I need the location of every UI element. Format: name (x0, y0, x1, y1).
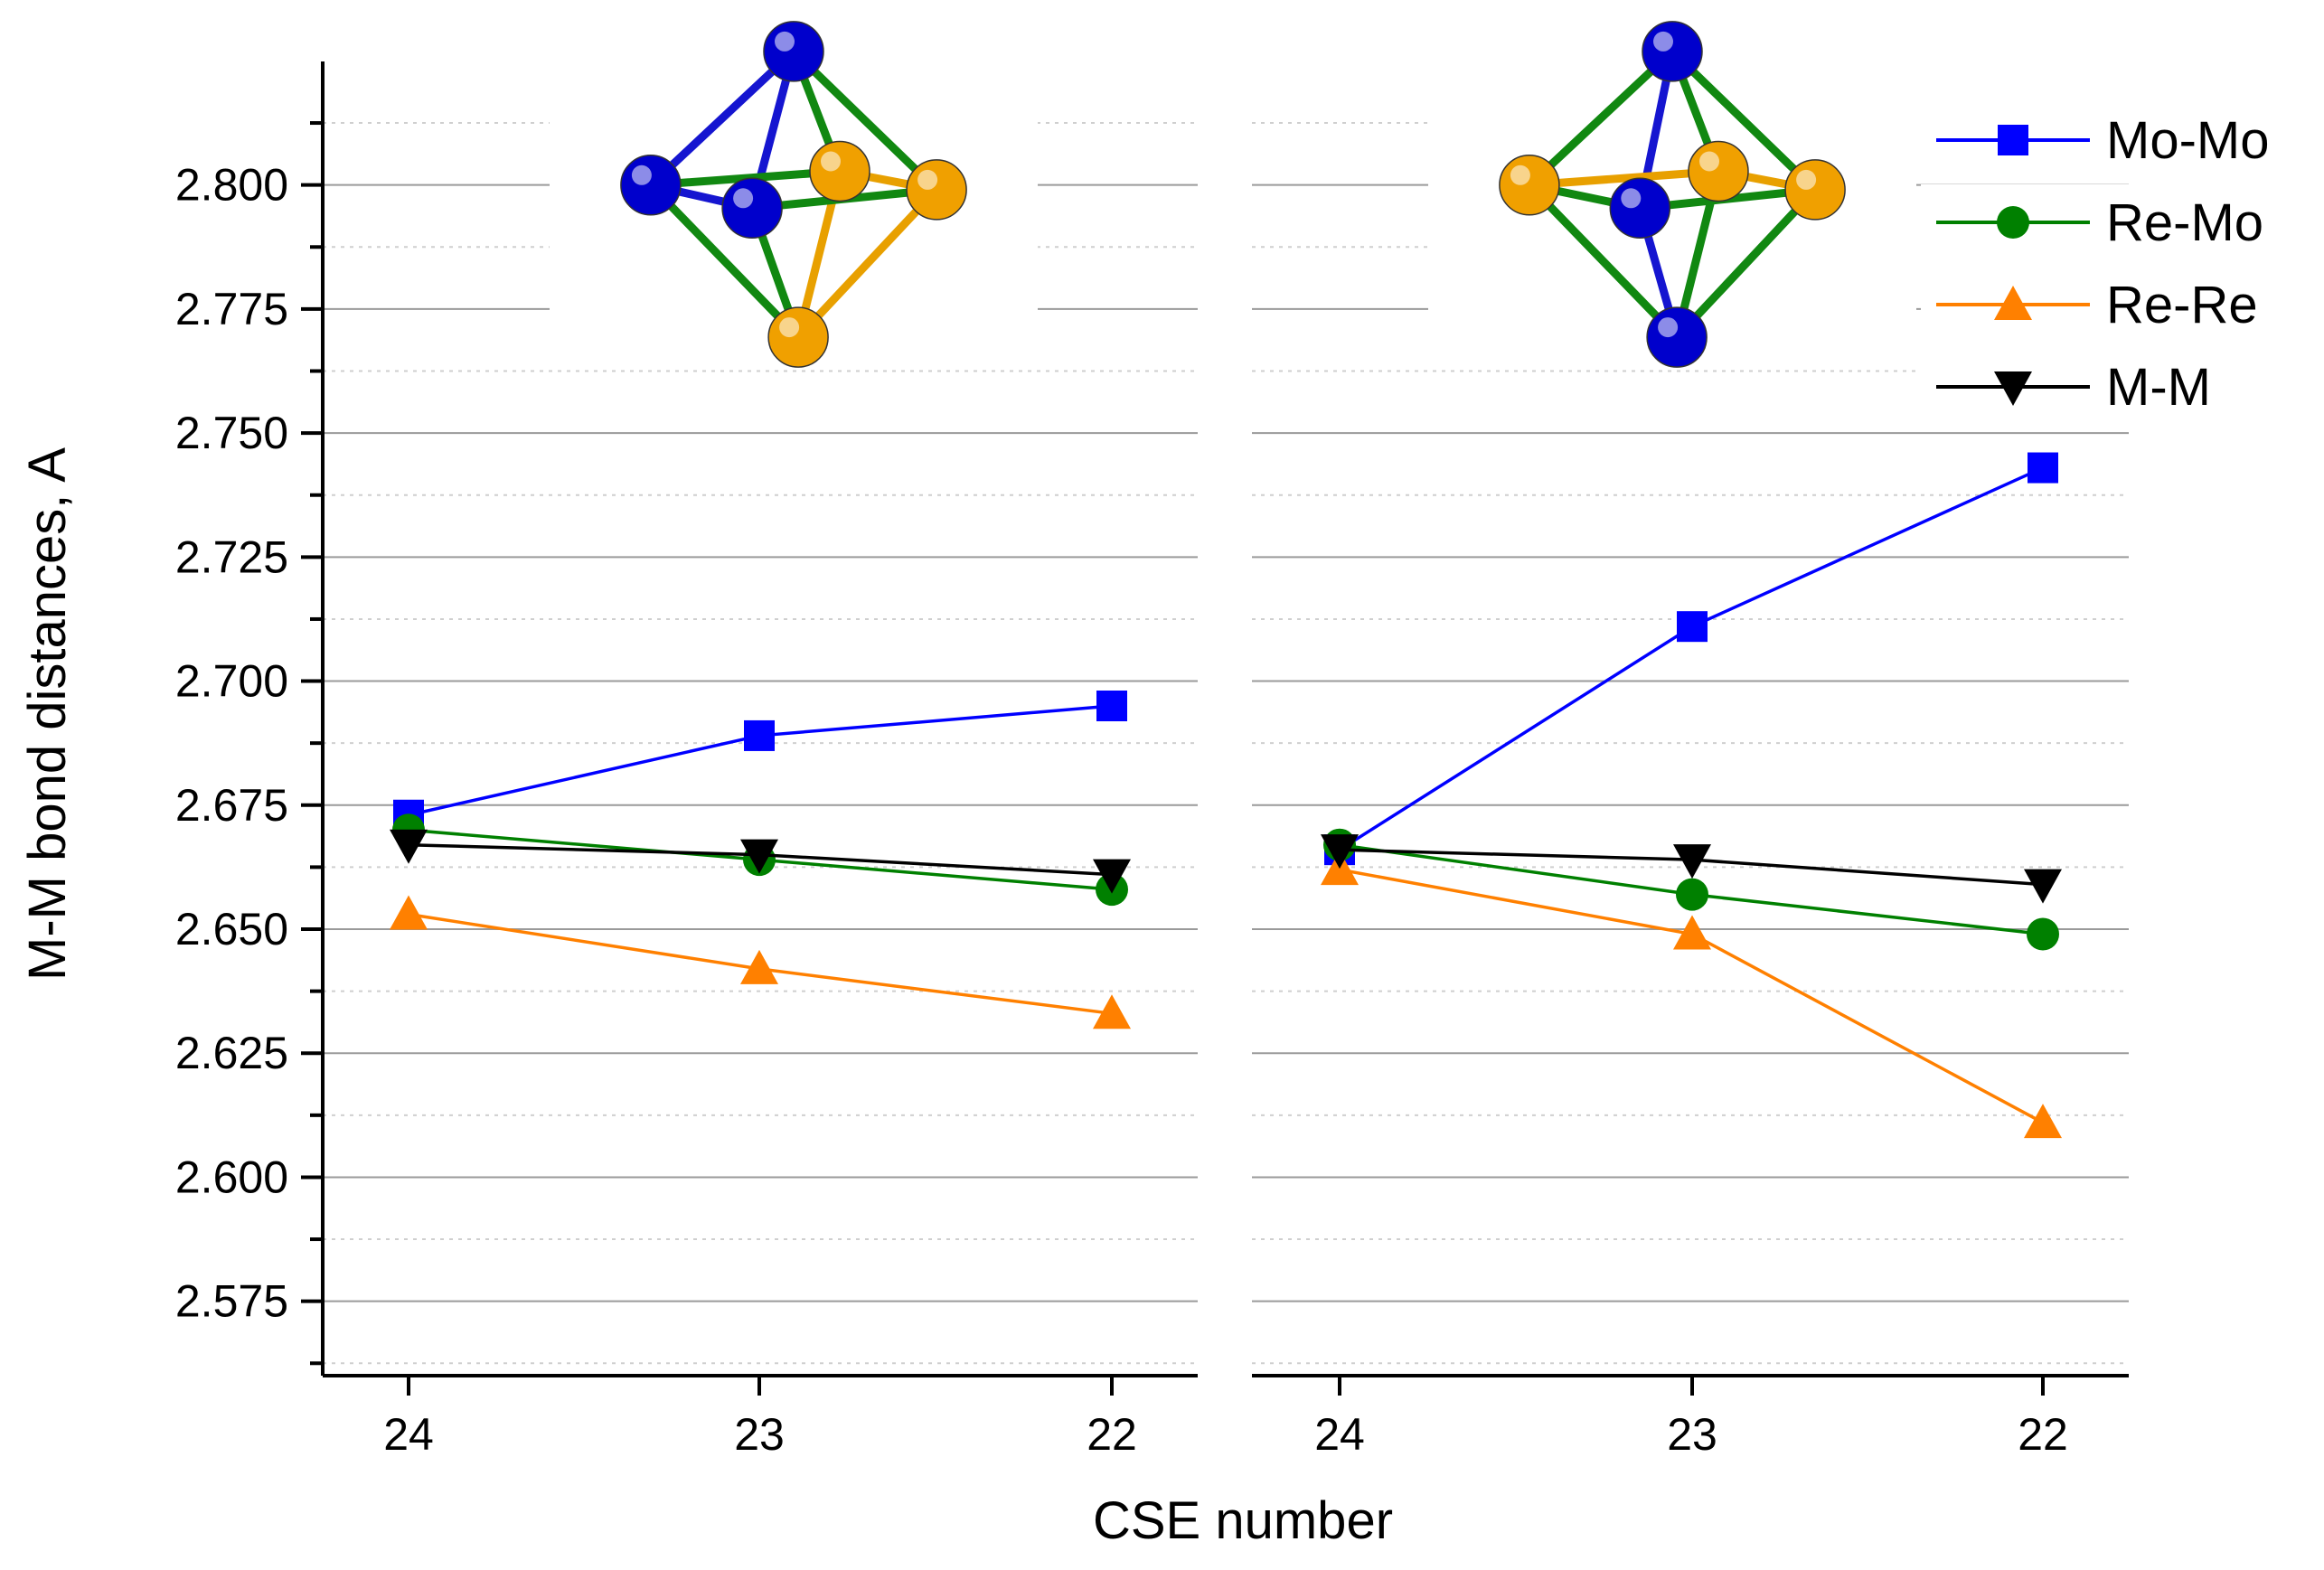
cluster-bond (646, 181, 803, 342)
data-point-mo-mo (744, 719, 775, 751)
data-point-mo-mo (2028, 452, 2058, 484)
legend-marker (1997, 206, 2029, 239)
data-point-mo-mo (1096, 691, 1127, 721)
cluster-bond (1525, 47, 1677, 190)
legend: Mo-Mo Re-Mo Re-Re M-M (1921, 102, 2319, 425)
cluster-atom (767, 306, 829, 368)
y-tick-label: 2.725 (175, 531, 288, 582)
y-axis-label: M-M bond distances, A (18, 447, 77, 981)
octahedron-cluster-left (550, 0, 1038, 368)
cluster-atom-highlight (1653, 31, 1673, 52)
cluster-bond (646, 47, 798, 190)
y-tick-label: 2.700 (175, 656, 288, 707)
cluster-bond (1525, 167, 1723, 190)
cluster-bond (1672, 185, 1820, 342)
legend-item-re-mo: Re-Mo (1921, 184, 2319, 260)
data-point-mo-mo (1677, 611, 1708, 643)
cluster-bond (789, 47, 941, 194)
y-tick-label: 2.575 (175, 1276, 288, 1327)
cluster-atom (809, 140, 870, 202)
cluster-atom (1688, 140, 1749, 202)
legend-marker (1998, 125, 2028, 155)
x-tick-label: 24 (383, 1409, 434, 1460)
series-mo-mo-panel-2 (1324, 452, 2058, 866)
data-point-m-m (740, 839, 778, 874)
legend-label: Mo-Mo (2106, 111, 2269, 170)
cluster-atom (763, 21, 824, 82)
series-layer (390, 452, 2062, 1139)
y-tick-label: 2.750 (175, 408, 288, 458)
series-m-m-panel-1 (390, 829, 1131, 894)
legend-item-re-re: Re-Re (1921, 267, 2319, 343)
x-tick-label: 24 (1314, 1409, 1365, 1460)
y-tick-label: 2.625 (175, 1028, 288, 1078)
x-tick-label: 23 (734, 1409, 785, 1460)
series-re-re-panel-1 (390, 895, 1131, 1029)
cluster-atom-highlight (775, 31, 795, 52)
series-line-mo-mo (1339, 465, 2044, 851)
y-tick-label: 2.800 (175, 160, 288, 211)
inset-layer (550, 0, 1916, 368)
cluster-atom-highlight (1699, 151, 1719, 172)
cluster-atom-highlight (631, 165, 652, 185)
cluster-atom (1784, 159, 1846, 221)
legend-marker (1994, 371, 2032, 406)
cluster-atom (1499, 155, 1560, 216)
data-point-re-re (1673, 915, 1711, 950)
cluster-atom (1646, 306, 1708, 368)
data-point-m-m (1321, 834, 1359, 870)
cluster-atom-highlight (1658, 317, 1679, 338)
legend-item-mo-mo: Mo-Mo (1921, 102, 2319, 178)
cluster-bond (794, 185, 941, 342)
octahedron-cluster-right (1428, 0, 1916, 368)
legend-label: Re-Re (2106, 276, 2258, 334)
x-tick-label: 23 (1667, 1409, 1717, 1460)
data-point-m-m (1673, 844, 1711, 879)
data-point-m-m (2024, 869, 2062, 904)
legend-item-m-m: M-M (1921, 349, 2319, 425)
cluster-atom-highlight (1510, 165, 1530, 185)
legend-marker (1994, 286, 2032, 320)
cluster-atom-highlight (917, 169, 938, 190)
data-point-re-re (390, 895, 428, 930)
y-tick-label: 2.650 (175, 904, 288, 954)
cluster-bond (1668, 47, 1820, 194)
series-m-m-panel-2 (1321, 834, 2062, 904)
x-tick-label: 22 (1087, 1409, 1137, 1460)
axes-layer: 24 23 22 24 23 22 2.575 2.600 2.625 2.650 2.675 2.7… (175, 61, 2129, 1460)
y-tick-label: 2.675 (175, 780, 288, 831)
legend-label: Re-Mo (2106, 193, 2263, 252)
cluster-bond (646, 167, 844, 190)
data-point-re-re (2024, 1104, 2062, 1139)
y-tick-label: 2.600 (175, 1152, 288, 1202)
series-re-re-panel-2 (1321, 851, 2062, 1139)
cluster-atom (1642, 21, 1703, 82)
data-point-m-m (390, 829, 428, 864)
cluster-atom (721, 177, 783, 240)
data-point-re-mo (1676, 878, 1708, 911)
x-axis-label: CSE number (1093, 1491, 1393, 1550)
cluster-atom-highlight (821, 151, 841, 172)
cluster-bond (1525, 181, 1681, 342)
legend-label: M-M (2106, 358, 2211, 417)
data-point-re-re (1093, 994, 1131, 1029)
cluster-atom-highlight (779, 317, 800, 338)
cluster-atom-highlight (733, 188, 754, 209)
cluster-atom-highlight (1796, 169, 1817, 190)
grid-layer (323, 122, 2129, 1365)
y-tick-label: 2.775 (175, 284, 288, 334)
cluster-atom (620, 155, 682, 216)
data-point-m-m (1093, 859, 1131, 894)
data-point-re-mo (2027, 917, 2059, 951)
cluster-atom-highlight (1621, 188, 1642, 209)
cluster-atom (906, 159, 967, 221)
cluster-atom (1609, 177, 1671, 240)
x-tick-label: 22 (2018, 1409, 2068, 1460)
data-point-re-re (740, 949, 778, 984)
series-mo-mo-panel-1 (393, 691, 1127, 831)
